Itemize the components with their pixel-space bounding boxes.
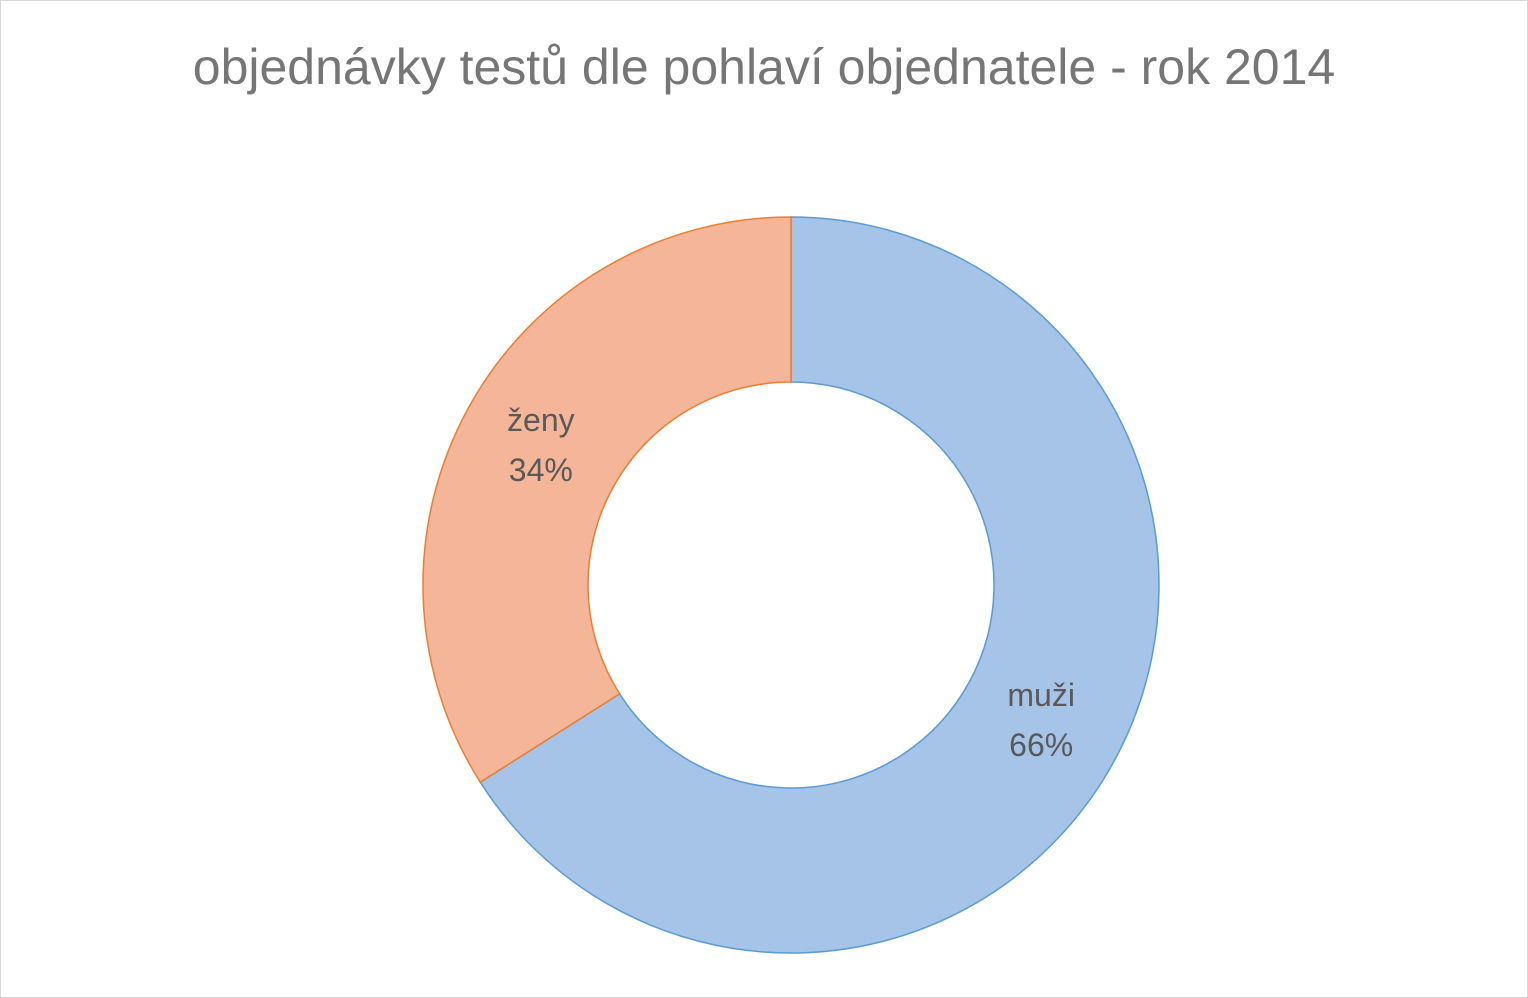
chart-title: objednávky testů dle pohlaví objednatele… [192, 39, 1336, 95]
donut-slice [422, 216, 792, 784]
slice-label: muži [1007, 677, 1075, 713]
donut-slice [479, 216, 1160, 954]
slice-label: ženy [507, 402, 575, 438]
value-label: 66% [1009, 727, 1073, 763]
value-label: 34% [509, 452, 573, 488]
